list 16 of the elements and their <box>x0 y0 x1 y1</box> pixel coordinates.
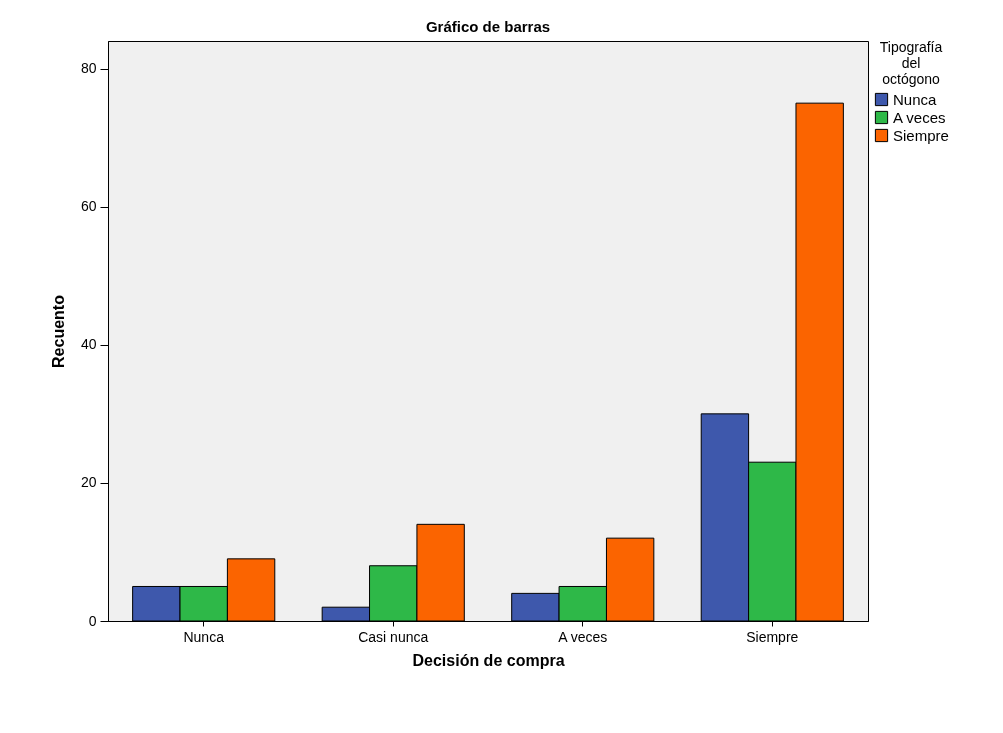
y-tick-label: 80 <box>80 60 97 77</box>
legend-label: Nunca <box>893 90 938 108</box>
y-tick-label: 20 <box>80 474 97 491</box>
y-tick-label: 60 <box>80 198 97 215</box>
legend-label: A veces <box>893 108 946 126</box>
x-tick-label: Siempre <box>746 628 799 645</box>
x-axis-title: Decisión de compra <box>412 651 565 669</box>
y-tick-label: 0 <box>88 612 97 629</box>
x-tick-label: Casi nunca <box>358 628 429 645</box>
x-tick-label: Nunca <box>183 628 225 645</box>
chart-title: Gráfico de barras <box>425 18 551 35</box>
legend-label: Siempre <box>893 126 949 144</box>
y-tick-label: 40 <box>80 336 97 353</box>
legend-title: Tipografía del octógono <box>879 39 943 87</box>
x-tick-label: A veces <box>558 628 608 645</box>
y-axis-title: Recuento <box>49 294 67 368</box>
